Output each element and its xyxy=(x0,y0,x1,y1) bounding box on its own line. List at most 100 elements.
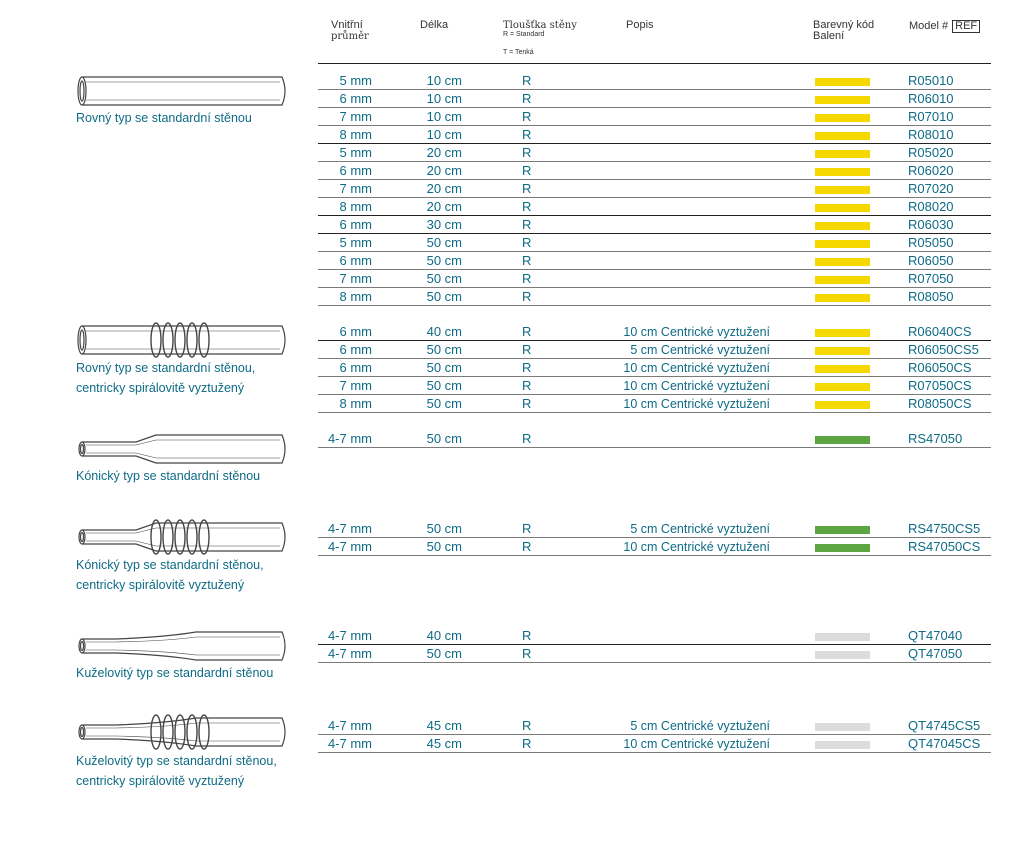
color-code-swatch xyxy=(815,633,870,641)
description-cell: 10 cm Centrické vyztužení xyxy=(623,361,770,375)
tapered-tube-icon xyxy=(76,628,292,669)
length-cell: 45 cm xyxy=(426,736,462,751)
row-divider xyxy=(318,251,991,252)
row-divider xyxy=(318,89,991,90)
inner-diameter-cell: 4-7 mm xyxy=(327,521,372,536)
description-cell: 5 cm Centrické vyztužení xyxy=(630,522,770,536)
color-code-swatch xyxy=(815,741,870,749)
length-cell: 50 cm xyxy=(426,646,462,661)
length-cell: 20 cm xyxy=(426,163,462,178)
length-cell: 45 cm xyxy=(426,718,462,733)
color-code-swatch xyxy=(815,150,870,158)
color-code-swatch xyxy=(815,186,870,194)
model-number: QT47040 xyxy=(908,628,963,643)
model-number: QT4745CS5 xyxy=(908,718,981,733)
wall-cell: R xyxy=(522,342,532,357)
inner-diameter-cell: 5 mm xyxy=(339,235,373,250)
header-model-label: Model # xyxy=(909,20,949,32)
inner-diameter-cell: 8 mm xyxy=(339,199,373,214)
length-cell: 50 cm xyxy=(426,396,462,411)
inner-diameter-cell: 6 mm xyxy=(339,217,373,232)
header-color-code-line1: Barevný kód xyxy=(813,19,875,31)
tapered-spiral-tube-icon xyxy=(76,714,292,755)
inner-diameter-cell: 6 mm xyxy=(339,342,373,357)
inner-diameter-cell: 6 mm xyxy=(339,163,373,178)
row-divider xyxy=(318,269,991,270)
length-cell: 10 cm xyxy=(426,73,462,88)
group-label-line: Kuželovitý typ se standardní stěnou xyxy=(76,666,274,680)
model-number: R05020 xyxy=(908,145,954,160)
group-label: Kónický typ se standardní stěnou xyxy=(76,466,260,486)
group-label: Rovný typ se standardní stěnou, centricky… xyxy=(76,358,255,398)
row-divider xyxy=(318,644,991,645)
header-rule xyxy=(318,63,991,64)
group-label: Rovný typ se standardní stěnou xyxy=(76,108,252,128)
color-code-swatch xyxy=(815,132,870,140)
wall-cell: R xyxy=(522,539,532,554)
model-number: R07050CS xyxy=(908,378,972,393)
length-cell: 50 cm xyxy=(426,360,462,375)
row-divider xyxy=(318,287,991,288)
row-divider xyxy=(318,233,991,234)
color-code-swatch xyxy=(815,526,870,534)
row-divider xyxy=(318,125,991,126)
inner-diameter-cell: 6 mm xyxy=(339,253,373,268)
row-divider xyxy=(318,376,991,377)
group-label-line: centricky spirálovitě vyztužený xyxy=(76,578,245,592)
color-code-swatch xyxy=(815,544,870,552)
wall-cell: R xyxy=(522,163,532,178)
group-label-line: Kuželovitý typ se standardní stěnou, xyxy=(76,754,277,768)
color-code-swatch xyxy=(815,204,870,212)
header-length: Délka xyxy=(420,19,449,31)
color-code-swatch xyxy=(815,401,870,409)
length-cell: 50 cm xyxy=(426,271,462,286)
wall-cell: R xyxy=(522,271,532,286)
inner-diameter-cell: 5 mm xyxy=(339,145,373,160)
model-number: R06040CS xyxy=(908,324,972,339)
inner-diameter-cell: 6 mm xyxy=(339,324,373,339)
model-number: RS47050CS xyxy=(908,539,981,554)
color-code-swatch xyxy=(815,294,870,302)
conical-spiral-tube-icon xyxy=(76,519,292,560)
length-cell: 50 cm xyxy=(426,539,462,554)
header-color-code-line2: Balení xyxy=(813,30,845,42)
wall-cell: R xyxy=(522,646,532,661)
row-divider xyxy=(318,752,991,753)
model-number: R08050 xyxy=(908,289,954,304)
length-cell: 30 cm xyxy=(426,217,462,232)
wall-cell: R xyxy=(522,181,532,196)
length-cell: 50 cm xyxy=(426,378,462,393)
wall-cell: R xyxy=(522,289,532,304)
row-divider xyxy=(318,161,991,162)
group-label: Kónický typ se standardní stěnou, centric… xyxy=(76,555,264,595)
wall-cell: R xyxy=(522,521,532,536)
wall-cell: R xyxy=(522,360,532,375)
color-code-swatch xyxy=(815,365,870,373)
row-divider xyxy=(318,340,991,341)
model-number: RS47050 xyxy=(908,431,963,446)
wall-cell: R xyxy=(522,235,532,250)
inner-diameter-cell: 4-7 mm xyxy=(327,646,372,661)
row-divider xyxy=(318,734,991,735)
model-number: R06010 xyxy=(908,91,954,106)
group-label-line: centricky spirálovitě vyztužený xyxy=(76,381,245,395)
wall-cell: R xyxy=(522,324,532,339)
row-divider xyxy=(318,394,991,395)
length-cell: 50 cm xyxy=(426,521,462,536)
ref-symbol: REF xyxy=(952,20,981,33)
model-number: QT47050 xyxy=(908,646,963,661)
description-cell: 10 cm Centrické vyztužení xyxy=(623,737,770,751)
description-cell: 10 cm Centrické vyztužení xyxy=(623,540,770,554)
group-label-line: Kónický typ se standardní stěnou, xyxy=(76,558,264,572)
wall-cell: R xyxy=(522,145,532,160)
model-number: R08010 xyxy=(908,127,954,142)
row-divider xyxy=(318,305,991,306)
wall-cell: R xyxy=(522,431,532,446)
row-divider xyxy=(318,447,991,448)
model-number: R05050 xyxy=(908,235,954,250)
group-label-line: Rovný typ se standardní stěnou xyxy=(76,111,252,125)
color-code-swatch xyxy=(815,96,870,104)
length-cell: 10 cm xyxy=(426,127,462,142)
row-divider xyxy=(318,179,991,180)
header-description: Popis xyxy=(626,19,654,31)
